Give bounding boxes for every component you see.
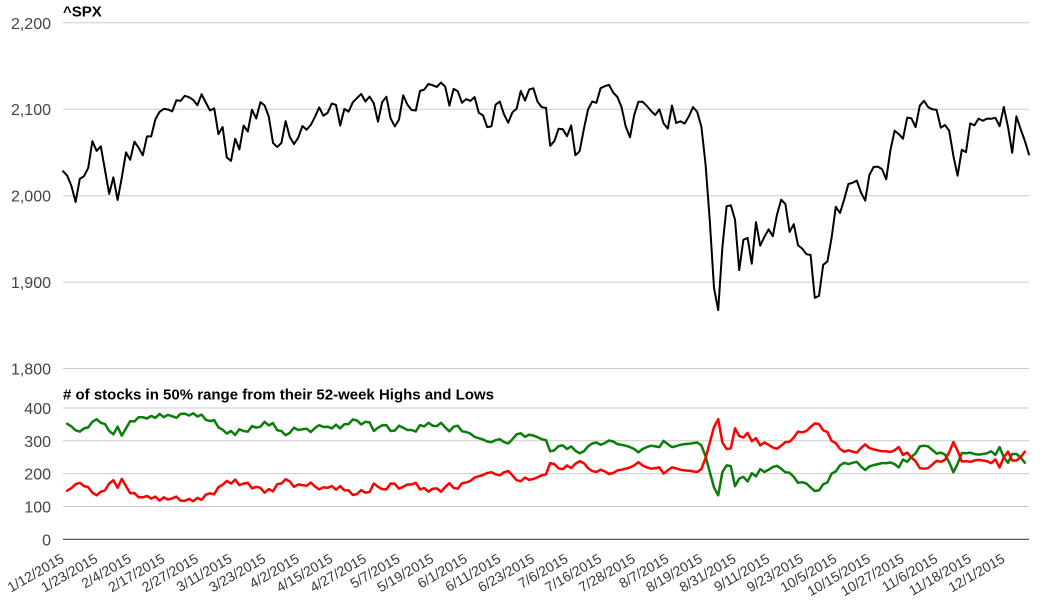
svg-text:0: 0: [42, 532, 51, 549]
svg-text:2,100: 2,100: [11, 102, 51, 119]
svg-text:^SPX: ^SPX: [63, 4, 102, 21]
svg-text:2,000: 2,000: [11, 189, 51, 206]
svg-text:200: 200: [24, 467, 51, 484]
svg-text:300: 300: [24, 434, 51, 451]
svg-text:2,200: 2,200: [11, 16, 51, 33]
svg-text:1,800: 1,800: [11, 362, 51, 379]
svg-text:# of stocks in 50% range from: # of stocks in 50% range from their 52-w…: [63, 387, 494, 404]
svg-text:1,900: 1,900: [11, 275, 51, 292]
svg-text:100: 100: [24, 500, 51, 517]
svg-text:400: 400: [24, 401, 51, 418]
